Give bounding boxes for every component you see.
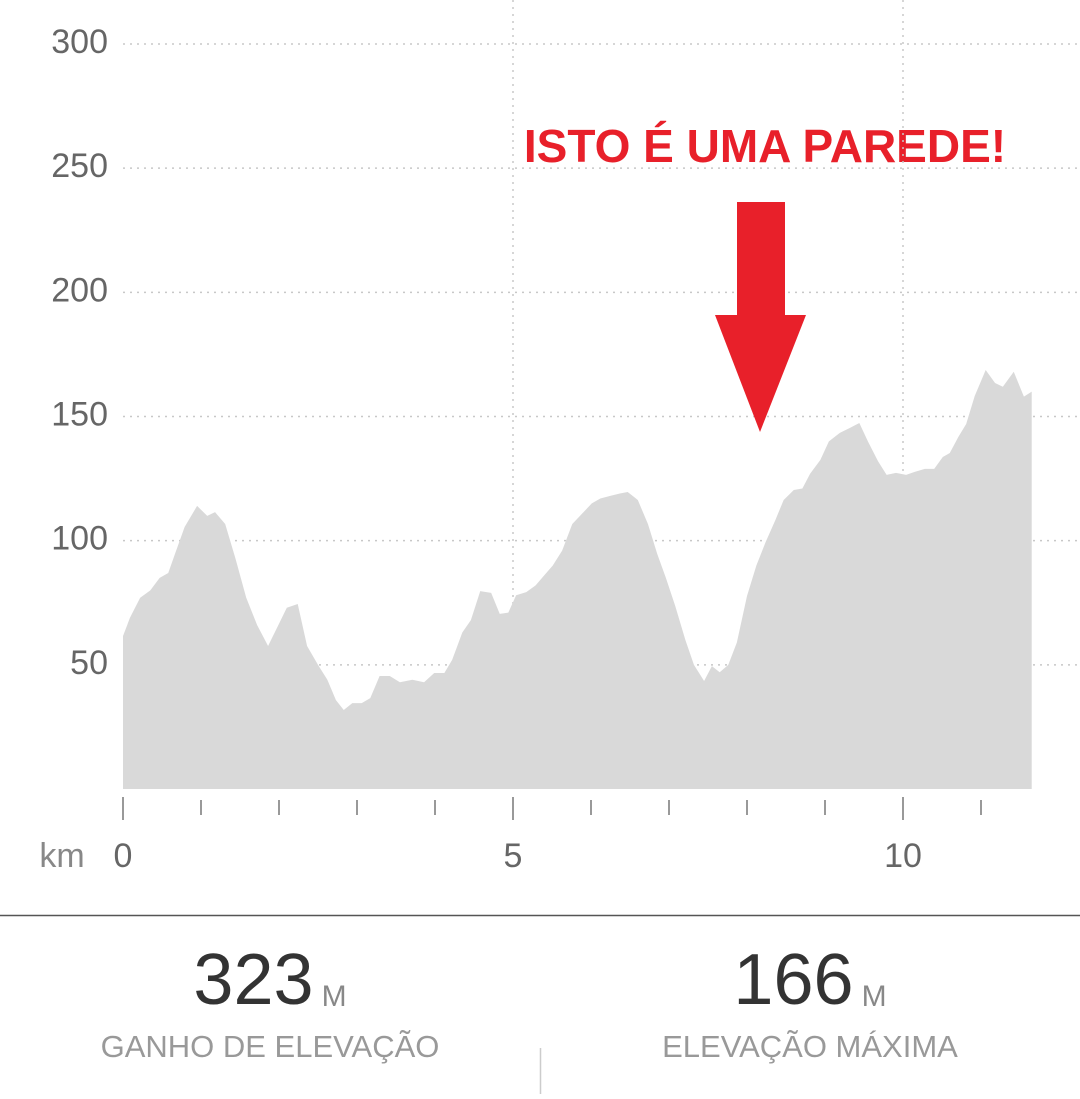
stat-value: 166 (733, 940, 853, 1020)
stat-label: ELEVAÇÃO MÁXIMA (662, 1029, 958, 1064)
y-tick-label: 50 (70, 644, 108, 682)
area (123, 370, 1032, 789)
stat-unit: M (862, 980, 887, 1013)
stat-value: 323 (193, 940, 313, 1020)
arrow-head (715, 315, 806, 432)
stat-unit: M (322, 980, 347, 1013)
y-tick-label: 150 (51, 395, 108, 433)
x-tick-label: 0 (114, 837, 133, 875)
y-tick-label: 300 (51, 23, 108, 61)
arrow (715, 202, 806, 432)
annotation: ISTO É UMA PAREDE! (524, 120, 1006, 172)
y-tick-label: 200 (51, 271, 108, 309)
x-tick-label: 10 (884, 837, 922, 875)
y-tick-label: 250 (51, 147, 108, 185)
x-axis-label: km (39, 837, 84, 875)
x-tick-label: 5 (504, 837, 523, 875)
stat-label: GANHO DE ELEVAÇÃO (101, 1029, 440, 1064)
y-tick-label: 100 (51, 520, 108, 558)
arrow-shaft (737, 202, 785, 316)
